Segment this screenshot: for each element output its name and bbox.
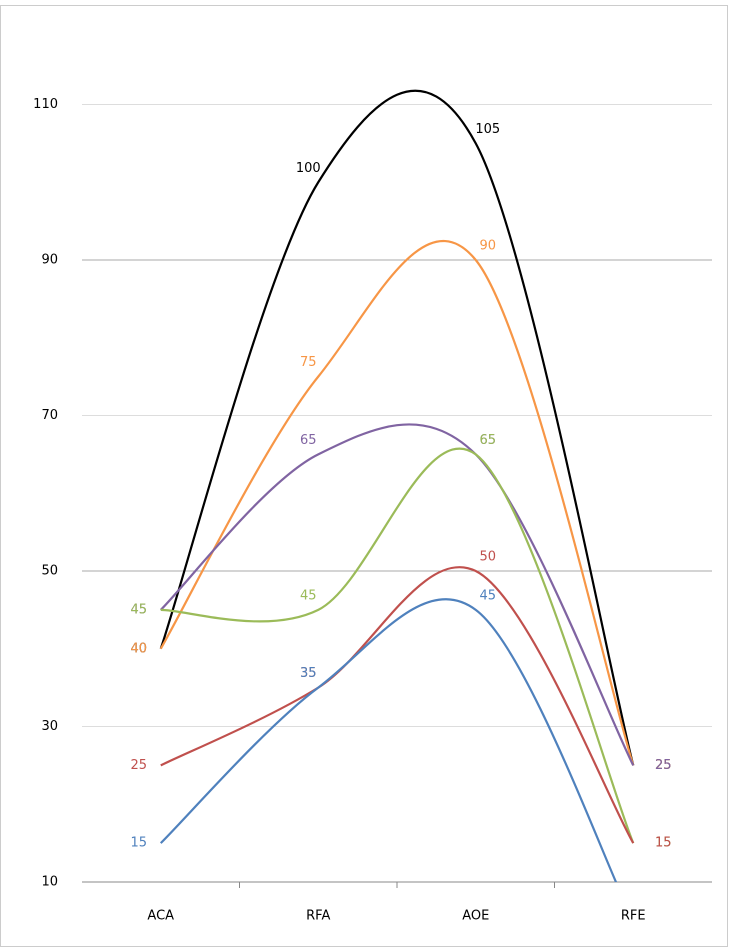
series-line	[160, 566, 635, 844]
data-label: 65	[479, 433, 496, 448]
x-tick-label: RFA	[306, 909, 330, 924]
data-label: 25	[655, 758, 672, 773]
data-label: 45	[300, 588, 317, 603]
data-label: 65	[300, 433, 317, 448]
y-tick-label: 10	[41, 875, 58, 890]
data-label: 90	[479, 239, 496, 254]
data-label: 15	[655, 836, 672, 851]
data-label: 100	[296, 161, 321, 176]
data-label: 65	[479, 433, 496, 448]
y-tick-label: 50	[41, 564, 58, 579]
series-line	[159, 89, 635, 766]
data-label: 45	[479, 588, 496, 603]
y-tick-label: 110	[33, 97, 58, 112]
series-line	[160, 447, 635, 844]
y-tick-label: 30	[41, 719, 58, 734]
data-label: 75	[300, 355, 317, 370]
data-label: 35	[300, 666, 317, 681]
data-label: 45	[130, 602, 147, 617]
data-label: 25	[130, 758, 147, 773]
data-label: 105	[475, 122, 500, 137]
series-line	[159, 598, 618, 882]
series-line	[159, 240, 635, 766]
data-label: 35	[300, 666, 317, 681]
x-tick-label: AOE	[462, 909, 489, 924]
data-label: 25	[655, 758, 672, 773]
data-label: 40	[130, 641, 147, 656]
data-label: 15	[130, 836, 147, 851]
chart-frame	[0, 5, 728, 947]
series-line	[159, 423, 635, 766]
y-tick-label: 90	[41, 253, 58, 268]
y-tick-label: 70	[41, 408, 58, 423]
data-label: 40	[130, 641, 147, 656]
data-label: 25	[655, 758, 672, 773]
x-tick-label: RFE	[621, 909, 646, 924]
data-label: 45	[130, 602, 147, 617]
data-label: 15	[655, 836, 672, 851]
x-tick-label: ACA	[147, 909, 174, 924]
data-label: 50	[479, 550, 496, 565]
